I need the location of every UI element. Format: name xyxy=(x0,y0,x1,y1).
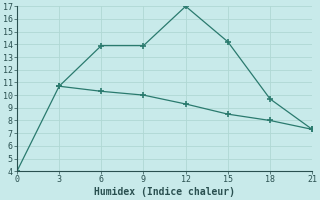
X-axis label: Humidex (Indice chaleur): Humidex (Indice chaleur) xyxy=(94,187,235,197)
